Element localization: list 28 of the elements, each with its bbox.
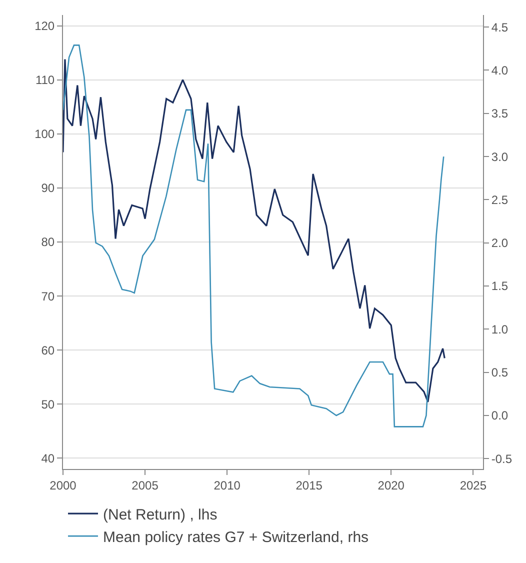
x-tick-label: 2005	[132, 478, 159, 492]
y-tick-label: 40	[41, 451, 55, 466]
y2-tick-label: 0.0	[491, 408, 508, 423]
y2-tick-label: 4.5	[491, 20, 508, 34]
y-tick-label: 80	[41, 235, 55, 250]
x-tick-label: 2020	[378, 478, 405, 492]
y-tick-label: 60	[41, 343, 55, 358]
y2-tick-label: 1.5	[491, 279, 508, 294]
y-tick-label: 90	[41, 181, 55, 196]
y-tick-label: 70	[41, 289, 55, 304]
y2-tick-label: 2.0	[491, 236, 508, 250]
y2-tick-label: 3.5	[491, 106, 508, 121]
x-tick-label: 2000	[50, 478, 77, 492]
y2-tick-label: -0.5	[491, 452, 512, 466]
y-tick-label: 50	[41, 397, 55, 412]
y-tick-label: 100	[34, 127, 55, 142]
legend-label: Mean policy rates G7 + Switzerland, rhs	[103, 528, 369, 546]
y2-tick-label: 1.0	[491, 322, 508, 336]
y2-tick-label: 4.0	[491, 63, 508, 78]
x-tick-label: 2015	[296, 478, 323, 492]
y-tick-label: 120	[34, 19, 55, 34]
y2-tick-label: 2.5	[491, 192, 508, 207]
y2-tick-label: 3.0	[491, 150, 508, 164]
legend-label: (Net Return) , lhs	[103, 506, 218, 524]
x-tick-label: 2025	[460, 478, 487, 492]
x-tick-label: 2010	[214, 478, 241, 492]
y-tick-label: 110	[35, 73, 55, 88]
y2-tick-label: 0.5	[491, 366, 508, 380]
